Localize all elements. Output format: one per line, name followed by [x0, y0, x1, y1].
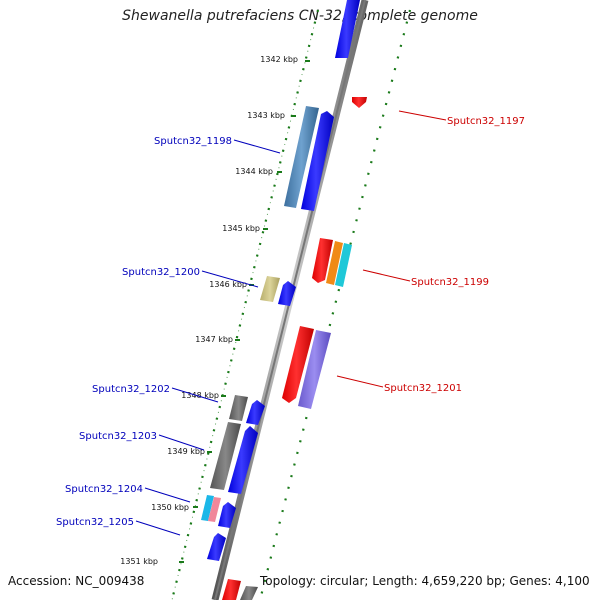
tick-label: 1342 kbp [260, 55, 298, 64]
gene-feature-khaki-1200[interactable] [260, 276, 280, 302]
gene-feature-blue-1204[interactable] [218, 502, 236, 528]
leader-line-1204 [144, 487, 191, 503]
gene-feature-blue-1198[interactable] [301, 111, 334, 211]
gene-feature-blue-1202[interactable] [246, 400, 265, 425]
leader-line-1200 [201, 270, 259, 288]
tick-label: 1345 kbp [222, 224, 260, 233]
tick-label: 1343 kbp [247, 111, 285, 120]
gene-feature-cyan-1199[interactable] [335, 243, 352, 287]
leader-line-1205 [135, 520, 181, 536]
gene-label-1201[interactable]: Sputcn32_1201 [384, 383, 462, 394]
gene-feature-blue-1200[interactable] [278, 281, 296, 306]
gene-feature-red-bottom[interactable] [222, 579, 241, 600]
gene-feature-steel-1198[interactable] [284, 106, 319, 208]
gene-label-1198[interactable]: Sputcn32_1198 [154, 136, 232, 147]
gene-label-1202[interactable]: Sputcn32_1202 [92, 384, 170, 395]
leader-line-1199 [362, 269, 411, 282]
outer-tick-track [258, 9, 412, 600]
leader-line-1201 [336, 375, 384, 388]
tick-label: 1351 kbp [120, 557, 158, 566]
gene-feature-blue-1203[interactable] [228, 426, 258, 494]
gene-feature-pink-1204[interactable] [208, 497, 221, 522]
gene-feature-gray-bottom[interactable] [240, 586, 258, 600]
gene-label-1205[interactable]: Sputcn32_1205 [56, 517, 134, 528]
gene-label-1200[interactable]: Sputcn32_1200 [122, 267, 200, 278]
tick-label: 1349 kbp [167, 447, 205, 456]
leader-line-1202 [171, 387, 219, 403]
gene-feature-gray-1202[interactable] [229, 395, 248, 421]
topology-text: Topology: circular; Length: 4,659,220 bp… [260, 574, 590, 588]
gene-feature-red-1199[interactable] [312, 238, 333, 283]
gene-feature-blue-1205[interactable] [207, 533, 226, 561]
inner-tick-track-minor [171, 9, 319, 600]
map-title: Shewanella putrefaciens CN-32, complete … [122, 8, 478, 24]
gene-feature-cyan-1204[interactable] [201, 495, 214, 521]
gene-label-1197[interactable]: Sputcn32_1197 [447, 116, 525, 127]
gene-feature-orange-1199[interactable] [326, 241, 343, 285]
gene-feature-slate-1201[interactable] [298, 330, 331, 409]
tick-label: 1348 kbp [181, 391, 219, 400]
gene-feature-red-1201[interactable] [282, 326, 314, 403]
tick-label: 1347 kbp [195, 335, 233, 344]
tick-label: 1350 kbp [151, 503, 189, 512]
tick-label: 1346 kbp [209, 280, 247, 289]
gene-label-1203[interactable]: Sputcn32_1203 [79, 431, 157, 442]
gene-feature-gray-1203[interactable] [210, 422, 241, 490]
leader-line-1197 [398, 110, 447, 121]
gene-label-1199[interactable]: Sputcn32_1199 [411, 277, 489, 288]
tick-label: 1344 kbp [235, 167, 273, 176]
gene-feature-top-blue[interactable] [335, 0, 360, 58]
leader-line-1198 [233, 139, 281, 154]
leader-line-1203 [158, 434, 205, 451]
gene-feature-red-1197[interactable] [352, 97, 367, 108]
accession-text: Accession: NC_009438 [8, 574, 145, 588]
gene-label-1204[interactable]: Sputcn32_1204 [65, 484, 143, 495]
tick-marks [179, 60, 310, 563]
